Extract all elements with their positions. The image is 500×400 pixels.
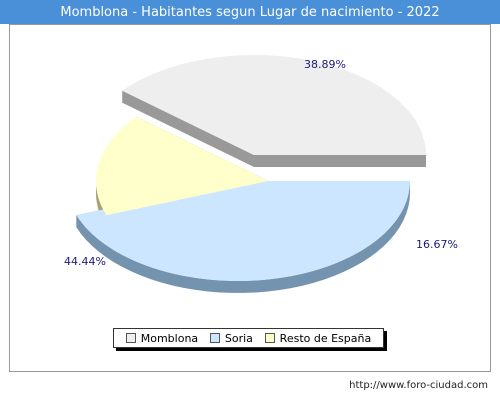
footer-url[interactable]: http://www.foro-ciudad.com	[349, 380, 488, 391]
legend-item-momblona: Momblona	[125, 331, 199, 345]
slice-momblona	[122, 54, 427, 155]
legend-swatch-momblona	[125, 333, 136, 343]
pie-slices	[76, 54, 427, 281]
legend-swatch-soria	[209, 333, 220, 343]
legend-label-resto: Resto de España	[279, 331, 372, 345]
slice-soria	[76, 181, 411, 281]
chart-title: Momblona - Habitantes segun Lugar de nac…	[0, 0, 500, 24]
legend-swatch-resto	[264, 333, 275, 343]
legend-label-soria: Soria	[224, 331, 253, 345]
legend-item-soria: Soria	[209, 331, 253, 345]
slice-label-momblona: 38.89%	[304, 58, 346, 71]
slice-edge-momblona-1	[254, 155, 426, 167]
slice-label-soria: 44.44%	[64, 255, 106, 268]
legend: Momblona Soria Resto de España	[113, 328, 384, 348]
legend-item-resto: Resto de España	[264, 331, 372, 345]
slice-label-resto: 16.67%	[416, 238, 458, 251]
legend-label-momblona: Momblona	[140, 331, 199, 345]
slice-edge-momblona-0	[122, 90, 254, 167]
slice-resto	[95, 116, 269, 216]
